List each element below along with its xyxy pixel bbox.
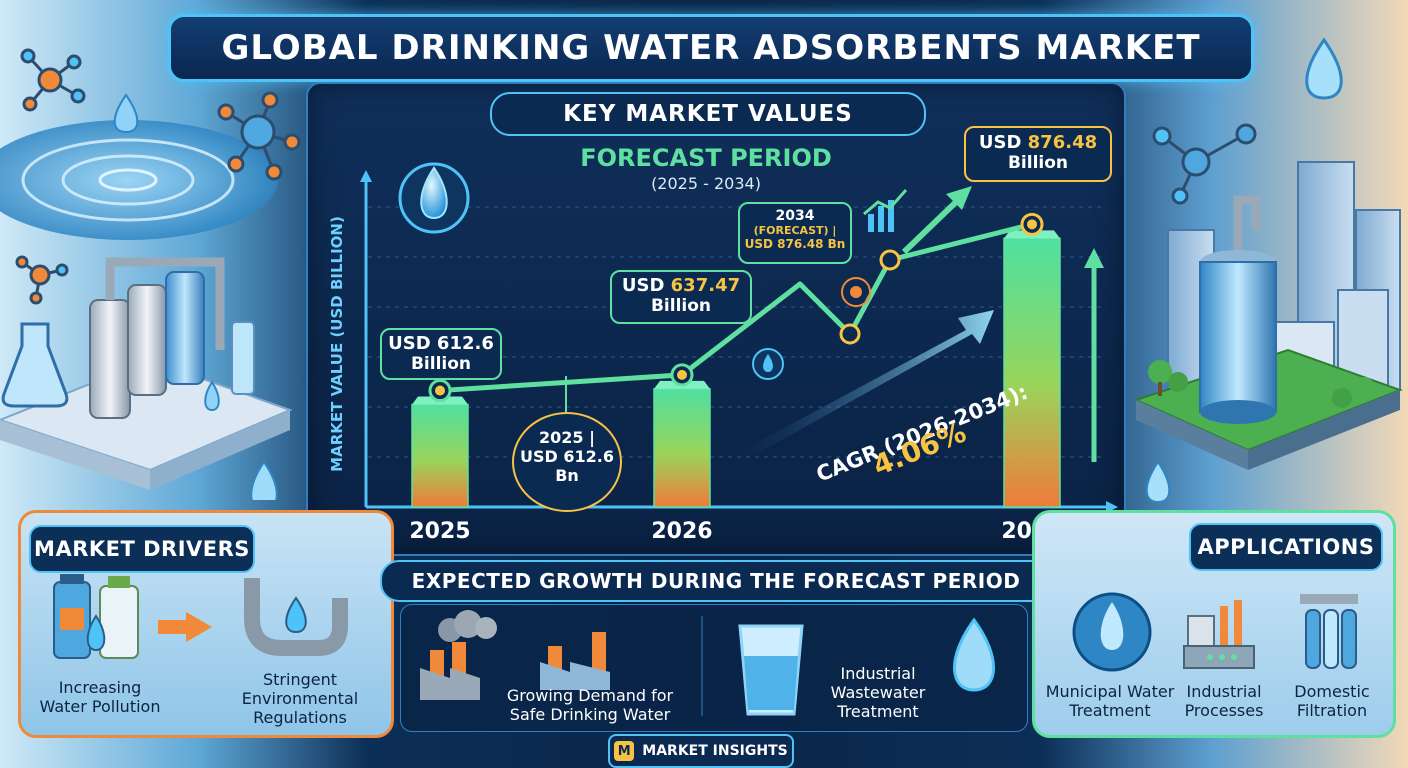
note-2025: 2025 | USD 612.6 Bn (512, 412, 622, 512)
x-tick-2026: 2026 (651, 519, 712, 544)
note-2025-year: 2025 | (539, 428, 595, 447)
pipe-icon (244, 578, 348, 656)
drop-icon (1305, 37, 1343, 100)
bar-2034 (1003, 237, 1061, 508)
trend-line (439, 221, 1033, 394)
bar-2026 (653, 388, 711, 508)
growth-icons (420, 610, 995, 716)
point-core-2026 (677, 369, 687, 380)
drivers-icons (53, 574, 348, 659)
y-axis-label: MARKET VALUE (USD BILLION) (328, 216, 346, 472)
key-values-label: KEY MARKET VALUES (563, 101, 853, 127)
factory-icon (420, 610, 610, 700)
brand-name: MARKET INSIGHTS (642, 743, 788, 759)
trend-node (879, 249, 901, 271)
growth-wastewater-label: Industrial Wastewater Treatment (830, 664, 926, 721)
data-label-2026-unit: Billion (650, 296, 712, 316)
flask-icon (1, 322, 69, 408)
x-tick-2025: 2025 (409, 519, 470, 544)
forecast-label: FORECAST PERIOD (580, 144, 832, 172)
right-illustration (1133, 37, 1403, 504)
data-label-2025-value: USD 612.6 (388, 333, 494, 354)
molecule-icon (217, 91, 301, 181)
data-label-2025-unit: Billion (410, 354, 472, 374)
water-glass-icon (738, 624, 804, 716)
trend-node (839, 323, 861, 345)
title-banner: GLOBAL DRINKING WATER ADSORBENTS MARKET (168, 14, 1254, 82)
target-icon (841, 277, 871, 307)
callout-2025: USD 612.6 Billion (380, 328, 502, 380)
app-domestic-label: Domestic Filtration (1294, 682, 1370, 720)
bottles-icon (53, 574, 139, 659)
molecule-icon (15, 255, 69, 305)
drop-icon (113, 93, 139, 134)
data-label-2034-value: USD 876.48 (978, 132, 1098, 153)
chart-growth-icon (863, 189, 908, 232)
plant-icon (1183, 600, 1255, 669)
note-2034-value: USD 876.48 Bn (744, 237, 846, 251)
drop-icon (250, 460, 278, 500)
brand-logo: M (614, 741, 635, 761)
applications-icons (1072, 592, 1358, 672)
bar-2025 (411, 403, 469, 508)
note-2034: 2034 (FORECAST) | USD 876.48 Bn (738, 202, 852, 264)
driver-pollution-label: Increasing Water Pollution (39, 678, 161, 716)
arrow-icon (158, 620, 186, 634)
applications-title: APPLICATIONS (1197, 535, 1375, 559)
filter-icon (1300, 594, 1358, 669)
app-municipal-label: Municipal Water Treatment (1045, 682, 1175, 720)
market-drivers-heading: MARKET DRIVERS (29, 525, 255, 573)
drop-icon (1145, 460, 1171, 504)
app-industrial-label: Industrial Processes (1184, 682, 1264, 720)
filter-system-icon (89, 257, 255, 419)
callout-2026: USD 637.47 Billion (610, 270, 752, 324)
footer-brand: M MARKET INSIGHTS (608, 734, 794, 768)
left-illustration (0, 48, 301, 500)
molecule-icon (1152, 123, 1257, 205)
water-tank-icon (1199, 195, 1277, 424)
note-2025-unit: Bn (555, 466, 579, 485)
water-drop-icon (1072, 592, 1152, 672)
point-core-2025 (435, 385, 445, 396)
growth-strip (400, 604, 1028, 732)
drop-icon (953, 617, 995, 692)
note-2025-value: USD 612.6 (520, 447, 614, 466)
market-chart: MARKET VALUE (USD BILLION) 2025 2026 2034 … (328, 162, 1118, 544)
drop-icon (420, 166, 448, 220)
trend-arrow (901, 199, 959, 255)
growth-demand-label: Growing Demand for Safe Drinking Water (506, 686, 674, 724)
applications-heading: APPLICATIONS (1189, 523, 1383, 571)
point-core-2034 (1027, 219, 1037, 230)
molecule-icon (20, 48, 86, 112)
note-2034-year: 2034 (775, 208, 815, 224)
data-label-2034-unit: Billion (1007, 153, 1069, 173)
growth-banner: EXPECTED GROWTH DURING THE FORECAST PERI… (380, 560, 1052, 602)
driver-regulations-label: Stringent Environmental Regulations (241, 670, 359, 727)
callout-2034: USD 876.48 Billion (964, 126, 1112, 182)
growth-banner-text: EXPECTED GROWTH DURING THE FORECAST PERI… (411, 569, 1021, 593)
note-2034-tag: (FORECAST) | (753, 224, 837, 237)
growth-arrow (736, 310, 994, 462)
key-values-header: KEY MARKET VALUES (490, 92, 926, 136)
market-drivers-title: MARKET DRIVERS (34, 537, 250, 561)
data-label-2026-value: USD 637.47 (621, 275, 741, 296)
forecast-range: (2025 - 2034) (651, 174, 761, 193)
page-title: GLOBAL DRINKING WATER ADSORBENTS MARKET (221, 28, 1201, 68)
